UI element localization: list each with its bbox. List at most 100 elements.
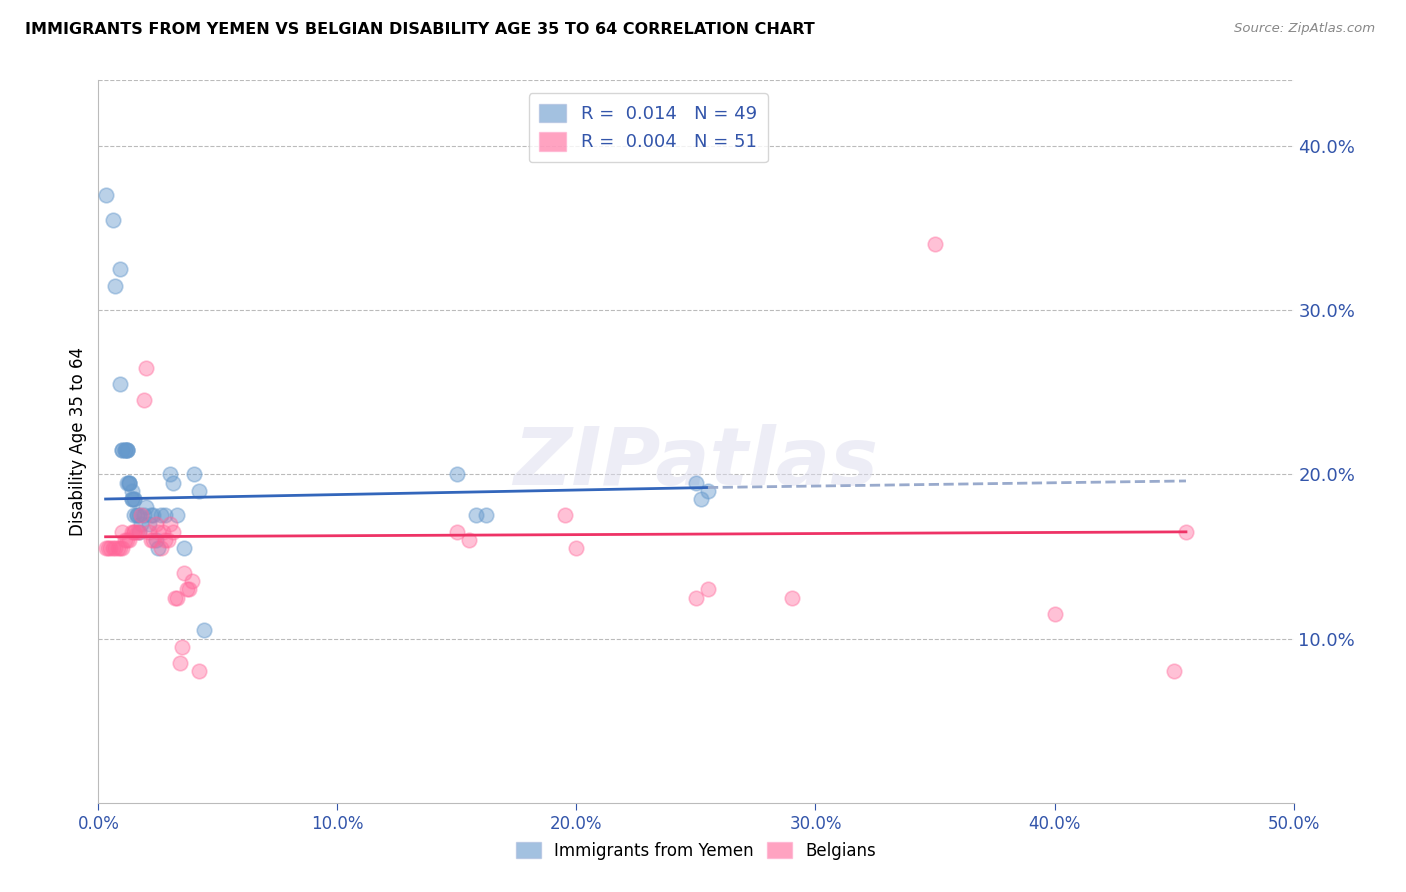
Point bbox=[149, 508, 172, 523]
Point bbox=[565, 541, 588, 556]
Point bbox=[128, 508, 150, 523]
Point bbox=[183, 467, 205, 482]
Point bbox=[94, 188, 117, 202]
Point bbox=[108, 541, 131, 556]
Point bbox=[169, 657, 191, 671]
Point bbox=[118, 475, 141, 490]
Point bbox=[159, 516, 181, 531]
Point bbox=[111, 524, 134, 539]
Point bbox=[162, 475, 184, 490]
Point bbox=[125, 508, 148, 523]
Point bbox=[135, 500, 157, 515]
Point bbox=[138, 516, 160, 531]
Point bbox=[135, 360, 157, 375]
Point bbox=[115, 442, 138, 457]
Point bbox=[697, 483, 720, 498]
Text: Source: ZipAtlas.com: Source: ZipAtlas.com bbox=[1234, 22, 1375, 36]
Point bbox=[124, 491, 146, 506]
Point bbox=[114, 442, 136, 457]
Y-axis label: Disability Age 35 to 64: Disability Age 35 to 64 bbox=[69, 347, 87, 536]
Point bbox=[104, 278, 127, 293]
Point bbox=[132, 393, 155, 408]
Point bbox=[142, 533, 165, 547]
Point bbox=[125, 524, 148, 539]
Point bbox=[173, 541, 195, 556]
Point bbox=[124, 524, 146, 539]
Point bbox=[446, 467, 468, 482]
Point bbox=[101, 541, 124, 556]
Point bbox=[98, 541, 122, 556]
Point bbox=[124, 508, 146, 523]
Point bbox=[104, 541, 127, 556]
Point bbox=[780, 591, 803, 605]
Point bbox=[128, 524, 150, 539]
Point bbox=[145, 516, 167, 531]
Point bbox=[124, 524, 146, 539]
Point bbox=[554, 508, 576, 523]
Point bbox=[176, 582, 198, 597]
Point bbox=[125, 508, 148, 523]
Point bbox=[180, 574, 202, 588]
Point bbox=[155, 533, 177, 547]
Point bbox=[156, 533, 179, 547]
Point bbox=[114, 533, 136, 547]
Point bbox=[697, 582, 720, 597]
Point bbox=[139, 533, 162, 547]
Point bbox=[166, 591, 188, 605]
Point bbox=[179, 582, 201, 597]
Text: ZIPatlas: ZIPatlas bbox=[513, 425, 879, 502]
Point bbox=[111, 442, 134, 457]
Point bbox=[155, 508, 177, 523]
Point bbox=[1175, 524, 1198, 539]
Point bbox=[111, 541, 134, 556]
Point bbox=[465, 508, 488, 523]
Point bbox=[131, 508, 153, 523]
Legend: Immigrants from Yemen, Belgians: Immigrants from Yemen, Belgians bbox=[509, 836, 883, 867]
Point bbox=[94, 541, 117, 556]
Point bbox=[458, 533, 481, 547]
Point bbox=[115, 442, 138, 457]
Point bbox=[474, 508, 496, 523]
Point bbox=[131, 516, 153, 531]
Point bbox=[148, 541, 170, 556]
Point bbox=[446, 524, 468, 539]
Point bbox=[187, 483, 209, 498]
Point bbox=[115, 475, 138, 490]
Point bbox=[149, 541, 172, 556]
Point bbox=[128, 524, 150, 539]
Point bbox=[115, 533, 138, 547]
Point bbox=[121, 491, 143, 506]
Point bbox=[139, 508, 162, 523]
Point bbox=[124, 491, 146, 506]
Point bbox=[97, 541, 120, 556]
Point bbox=[924, 237, 946, 252]
Point bbox=[163, 591, 186, 605]
Point bbox=[1163, 665, 1185, 679]
Point bbox=[187, 665, 209, 679]
Point bbox=[162, 524, 184, 539]
Point bbox=[148, 524, 170, 539]
Point bbox=[107, 541, 129, 556]
Point bbox=[108, 377, 131, 392]
Point bbox=[152, 524, 174, 539]
Point bbox=[685, 591, 707, 605]
Point bbox=[173, 566, 195, 580]
Point bbox=[114, 442, 136, 457]
Point bbox=[166, 508, 188, 523]
Point bbox=[111, 442, 134, 457]
Point bbox=[118, 475, 141, 490]
Point bbox=[1043, 607, 1066, 621]
Point bbox=[121, 524, 143, 539]
Point bbox=[121, 491, 143, 506]
Point bbox=[118, 475, 141, 490]
Text: IMMIGRANTS FROM YEMEN VS BELGIAN DISABILITY AGE 35 TO 64 CORRELATION CHART: IMMIGRANTS FROM YEMEN VS BELGIAN DISABIL… bbox=[25, 22, 815, 37]
Point bbox=[172, 640, 194, 654]
Point bbox=[138, 524, 160, 539]
Point bbox=[159, 467, 181, 482]
Point bbox=[118, 533, 141, 547]
Point bbox=[689, 491, 711, 506]
Point bbox=[685, 475, 707, 490]
Point bbox=[132, 508, 155, 523]
Point bbox=[108, 262, 131, 277]
Point bbox=[115, 442, 138, 457]
